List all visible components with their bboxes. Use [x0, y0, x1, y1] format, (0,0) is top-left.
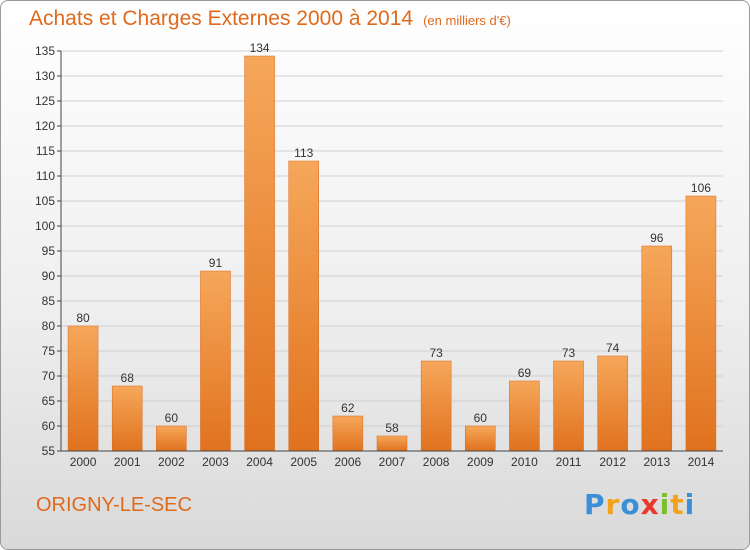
- y-tick-label: 95: [42, 244, 56, 258]
- data-label: 134: [250, 41, 270, 55]
- bar-2012: [597, 355, 628, 452]
- x-tick-label: 2000: [70, 455, 97, 469]
- x-tick-label: 2010: [511, 455, 538, 469]
- town-name: ORIGNY-LE-SEC: [36, 494, 192, 516]
- y-tick-label: 80: [42, 319, 56, 333]
- bar-2013: [641, 245, 673, 452]
- bar-2011: [553, 360, 584, 452]
- data-labels: 80 68 60 91 134 113 62 58 73 60 69 73 74 96 106: [76, 41, 711, 435]
- bar-2008: [420, 360, 452, 452]
- y-tick-label: 100: [35, 219, 55, 233]
- x-tick-label: 2001: [114, 455, 141, 469]
- y-tick-label: 105: [35, 194, 55, 208]
- bars: [67, 55, 717, 452]
- x-tick-label: 2008: [423, 455, 450, 469]
- bar-2010: [509, 380, 540, 452]
- y-axis-ticks: 55 60 65 70 75 80 85 90 95 100 105 110 115 120 125 130 1…: [35, 44, 61, 458]
- logo-letter: r: [605, 488, 621, 521]
- logo-letter: t: [670, 488, 685, 521]
- bar-2002: [156, 425, 187, 452]
- x-axis-ticks: 2000 2001 2002 2003 2004 2005 2006 2007 2008 2009…: [70, 455, 715, 469]
- data-label: 80: [76, 311, 90, 325]
- data-label: 60: [474, 411, 488, 425]
- bar-2000: [67, 325, 99, 452]
- y-tick-label: 130: [35, 69, 55, 83]
- y-tick-label: 60: [42, 419, 56, 433]
- bar-2003: [200, 270, 231, 452]
- logo-letter: i: [659, 488, 671, 521]
- chart-title-text: Achats et Charges Externes 2000 à 2014: [29, 7, 414, 30]
- data-label: 73: [429, 346, 443, 360]
- chart-subtitle: (en milliers d'€): [423, 13, 511, 28]
- bar-2007: [376, 435, 408, 452]
- logo-letter: i: [684, 488, 696, 521]
- logo-letter: x: [640, 488, 660, 521]
- data-label: 69: [518, 366, 532, 380]
- x-tick-label: 2005: [290, 455, 317, 469]
- y-tick-label: 110: [36, 169, 55, 183]
- data-label: 96: [650, 231, 664, 245]
- logo-letter: o: [620, 488, 641, 521]
- bar-2001: [111, 385, 143, 452]
- x-tick-label: 2007: [379, 455, 406, 469]
- x-tick-label: 2004: [246, 455, 273, 469]
- y-tick-label: 120: [35, 119, 55, 133]
- data-label: 73: [562, 346, 576, 360]
- data-label: 74: [606, 341, 620, 355]
- bar-2004: [244, 55, 275, 452]
- y-tick-label: 85: [42, 294, 56, 308]
- x-tick-label: 2012: [599, 455, 626, 469]
- data-label: 113: [294, 146, 313, 160]
- y-tick-label: 75: [42, 344, 56, 358]
- data-label: 62: [341, 401, 355, 415]
- x-tick-label: 2003: [202, 455, 229, 469]
- x-tick-label: 2009: [467, 455, 494, 469]
- data-label: 58: [385, 421, 399, 435]
- x-tick-label: 2006: [335, 455, 362, 469]
- data-label: 91: [209, 256, 223, 270]
- bar-2005: [288, 160, 319, 452]
- y-tick-label: 70: [42, 369, 56, 383]
- y-tick-label: 90: [42, 269, 56, 283]
- chart-title: Achats et Charges Externes 2000 à 2014 (e…: [29, 7, 511, 31]
- logo-letter: P: [584, 488, 606, 521]
- x-tick-label: 2011: [556, 455, 582, 469]
- x-tick-label: 2014: [688, 455, 715, 469]
- x-tick-label: 2013: [643, 455, 670, 469]
- y-tick-label: 65: [42, 394, 56, 408]
- bar-2009: [465, 425, 496, 452]
- y-tick-label: 115: [36, 144, 55, 158]
- data-label: 106: [691, 181, 711, 195]
- y-tick-label: 125: [35, 94, 55, 108]
- y-tick-label: 135: [35, 44, 55, 58]
- data-label: 60: [165, 411, 179, 425]
- bar-2014: [685, 195, 717, 452]
- y-tick-label: 55: [42, 444, 56, 458]
- proxiti-logo[interactable]: Proxiti: [584, 488, 695, 521]
- bar-2006: [332, 415, 364, 452]
- data-label: 68: [121, 371, 135, 385]
- x-tick-label: 2002: [158, 455, 185, 469]
